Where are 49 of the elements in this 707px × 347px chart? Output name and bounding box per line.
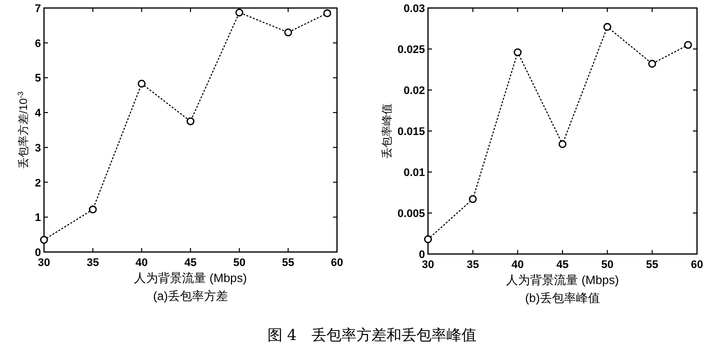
x-tick-label: 45 [556,259,569,271]
x-tick-label: 60 [690,259,704,271]
x-tick-label: 55 [646,259,658,271]
x-axis-title: 人为背景流量 (Mbps) [134,271,247,285]
x-tick-label: 35 [86,257,99,269]
x-tick-label: 50 [233,257,246,269]
point [40,236,48,244]
y-tick-label: 0.02 [404,85,425,97]
point [186,117,194,126]
y-tick-label: 0 [418,249,425,261]
point [468,195,477,204]
y-tick-label: 6 [34,38,41,50]
y-tick-label: 0.03 [404,3,425,15]
x-axis-title: 人为背景流量 (Mbps) [506,273,619,287]
point [424,235,432,244]
text: (b)丢包率峰值 [525,291,600,305]
x-tick-label: 30 [422,259,434,271]
x-tick-label: 40 [512,259,524,271]
x-tick-label: 50 [601,259,614,271]
text: (a)丢包率方差 [153,289,228,303]
y-tick-label: 3 [34,142,41,154]
point [684,40,692,49]
y-tick-label: 1 [34,212,41,224]
point [558,140,566,148]
point [323,9,332,18]
point [514,48,522,56]
point [138,80,146,88]
point [648,60,656,68]
point [284,28,292,36]
y-axis-title: 丢包率峰值 [380,104,394,158]
point [235,8,244,16]
y-tick-label: 4 [34,108,42,120]
x-tick-label: 60 [330,257,344,269]
point [603,22,612,31]
y-tick-label: 7 [34,3,41,15]
y-tick-label: 0.005 [397,208,425,220]
x-tick-label: 55 [282,257,294,269]
x-tick-label: 45 [184,257,197,269]
y-tick-label: 5 [34,72,41,85]
point [88,206,97,214]
y-tick-label: 0.015 [397,126,425,138]
y-tick-label: 0 [34,247,41,259]
x-tick-label: 35 [466,259,479,271]
y-tick-label: 0.01 [404,167,425,179]
y-tick-label: 2 [34,177,41,190]
y-tick-label: 0.025 [397,44,425,56]
x-tick-label: 30 [38,257,50,269]
x-tick-label: 40 [136,257,148,269]
caption: 图 4 丢包率方差和丢包率峰值 [267,326,477,344]
